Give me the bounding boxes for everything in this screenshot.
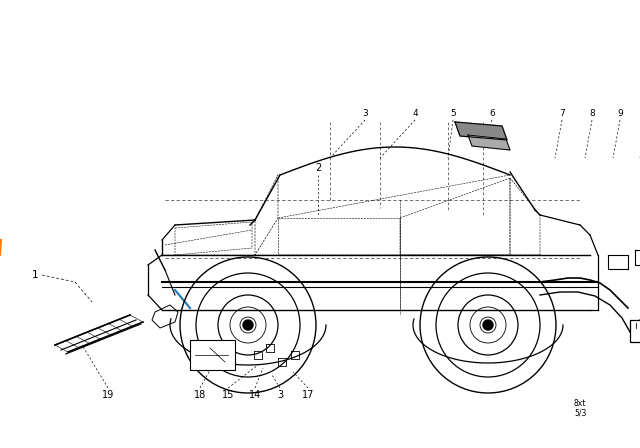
Text: 9: 9 (617, 109, 623, 118)
Text: 5/3: 5/3 (574, 409, 586, 418)
Text: 6: 6 (489, 109, 495, 118)
Text: 3: 3 (277, 390, 283, 400)
Text: 19: 19 (102, 390, 114, 400)
Polygon shape (468, 135, 510, 150)
Text: 4: 4 (412, 109, 418, 118)
Text: 17: 17 (302, 390, 314, 400)
Text: 8xt: 8xt (574, 399, 586, 408)
Text: 1: 1 (32, 270, 38, 280)
Text: 2: 2 (315, 163, 321, 173)
Text: 14: 14 (249, 390, 261, 400)
Bar (190, 340, 235, 370)
Text: 5: 5 (450, 109, 456, 118)
Text: 7: 7 (559, 109, 565, 118)
Circle shape (243, 320, 253, 330)
Text: 3: 3 (362, 109, 368, 118)
Text: 18: 18 (194, 390, 206, 400)
Circle shape (483, 320, 493, 330)
Polygon shape (455, 122, 507, 140)
FancyBboxPatch shape (630, 320, 640, 342)
Text: 15: 15 (222, 390, 234, 400)
Text: 8: 8 (589, 109, 595, 118)
